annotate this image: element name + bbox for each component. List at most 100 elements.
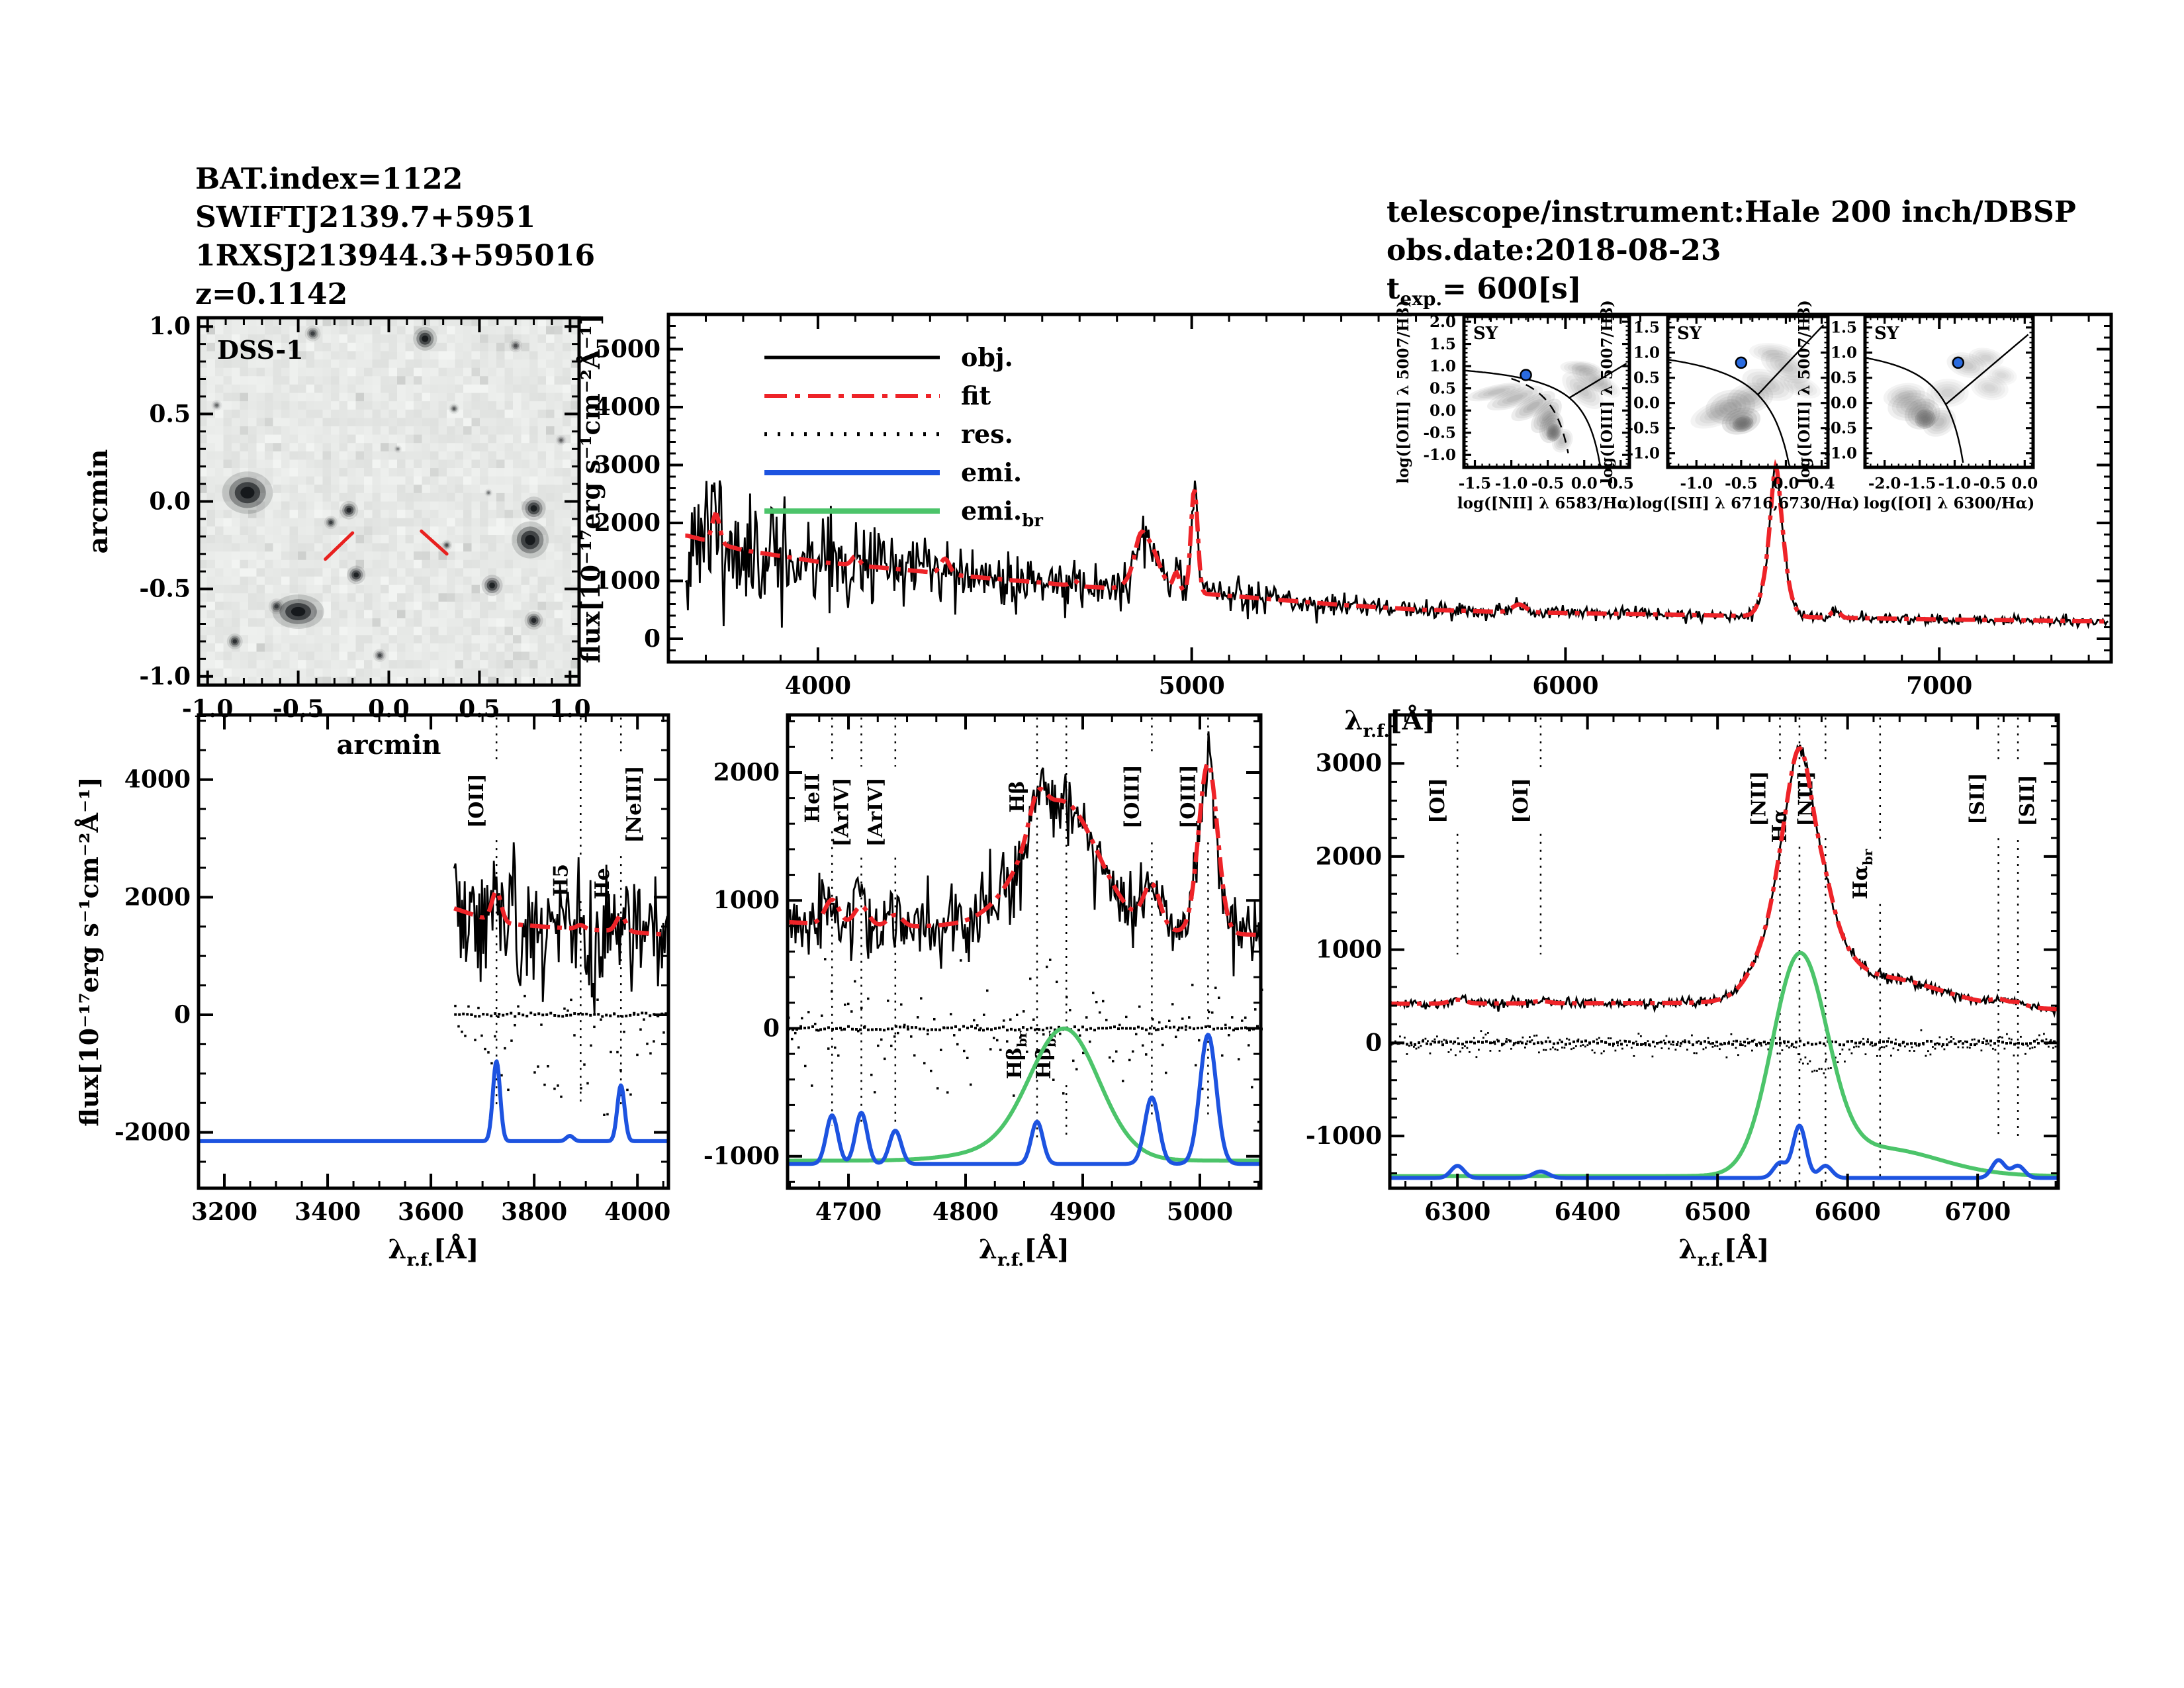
bpt-sii-inset: -1.0 -0.5 0.0 0.4 1.5 1.0 0.5 0.0 -0.5 -1.0 SY log(… [1598, 300, 1860, 512]
svg-text:2.0: 2.0 [1430, 313, 1456, 331]
rosat-name: 1RXSJ213944.3+595016 [195, 239, 596, 273]
bpt-nii-inset: -1.5 -1.0 -0.5 0.0 0.52.01.51.00.50.0-0.5-1.… [1394, 300, 1636, 512]
svg-text:-1000: -1000 [704, 1143, 780, 1170]
svg-text:obj.: obj. [961, 342, 1013, 372]
svg-text:0: 0 [1365, 1029, 1382, 1056]
svg-text:5000: 5000 [594, 336, 660, 363]
svg-text:0.0: 0.0 [2011, 475, 2038, 492]
svg-text:DSS-1: DSS-1 [217, 335, 304, 365]
svg-text:5000: 5000 [1159, 672, 1225, 700]
svg-text:1.0: 1.0 [1831, 344, 1857, 362]
svg-text:6400: 6400 [1555, 1198, 1621, 1226]
observation-info-block: telescope/instrument:Hale 200 inch/DBSP … [1387, 193, 2076, 310]
svg-text:0: 0 [174, 1001, 191, 1029]
svg-text:SY: SY [1473, 324, 1498, 344]
svg-text:Hβ: Hβ [1006, 781, 1029, 813]
svg-text:1.5: 1.5 [1430, 336, 1456, 353]
svg-text:0.5: 0.5 [149, 400, 191, 428]
svg-text:Hβbr: Hβbr [1032, 1031, 1059, 1079]
svg-text:-0.5: -0.5 [1974, 475, 2007, 492]
svg-text:1.0: 1.0 [1430, 357, 1456, 375]
svg-text:7000: 7000 [1906, 672, 1972, 700]
svg-text:log([OIII] λ 5007/Hβ): log([OIII] λ 5007/Hβ) [1796, 300, 1813, 484]
svg-text:3400: 3400 [295, 1198, 361, 1226]
svg-text:-0.5: -0.5 [1725, 475, 1758, 492]
obs-date: obs.date:2018-08-23 [1387, 234, 1721, 267]
svg-text:log([OIII] λ 5007/Hβ): log([OIII] λ 5007/Hβ) [1394, 300, 1412, 484]
svg-text:2000: 2000 [594, 509, 660, 537]
svg-text:-0.5: -0.5 [1531, 475, 1565, 492]
svg-text:0.5: 0.5 [459, 695, 500, 723]
svg-text:4000: 4000 [594, 393, 660, 421]
svg-text:2000: 2000 [713, 759, 780, 786]
svg-text:6000: 6000 [1532, 672, 1598, 700]
svg-text:[ArIV]: [ArIV] [864, 777, 887, 847]
svg-text:-2.0: -2.0 [1868, 475, 1901, 492]
svg-text:1.0: 1.0 [1633, 344, 1660, 362]
svg-text:0.4: 0.4 [1809, 475, 1835, 492]
svg-text:-1.5: -1.5 [1459, 475, 1492, 492]
svg-text:Hβbr: Hβbr [1003, 1031, 1030, 1079]
svg-text:λr.f.[Å]: λr.f.[Å] [979, 1234, 1069, 1270]
svg-text:4000: 4000 [785, 672, 851, 700]
svg-text:emi.: emi. [961, 457, 1022, 487]
svg-text:4800: 4800 [933, 1198, 999, 1226]
svg-text:arcmin: arcmin [337, 729, 441, 761]
svg-text:4700: 4700 [815, 1198, 882, 1226]
svg-text:log([OIII] λ 5007/Hβ): log([OIII] λ 5007/Hβ) [1598, 300, 1616, 484]
svg-text:log([SII] λ 6716,6730/Hα): log([SII] λ 6716,6730/Hα) [1636, 494, 1860, 512]
svg-text:flux[10⁻¹⁷erg s⁻¹cm⁻²Å⁻¹]: flux[10⁻¹⁷erg s⁻¹cm⁻²Å⁻¹] [74, 776, 104, 1126]
svg-text:1.5: 1.5 [1633, 319, 1660, 337]
svg-text:0.0: 0.0 [149, 488, 191, 516]
svg-text:emi.br: emi.br [961, 496, 1043, 531]
svg-text:0.0: 0.0 [1772, 475, 1799, 492]
svg-text:0.0: 0.0 [368, 695, 410, 723]
svg-text:-1.5: -1.5 [1903, 475, 1936, 492]
svg-text:2000: 2000 [1316, 843, 1382, 870]
svg-text:3000: 3000 [1316, 749, 1382, 777]
main-spectrum-panel: 4000 5000 6000 7000010002000300040005000flu… [576, 312, 2113, 741]
svg-text:-0.5: -0.5 [273, 695, 324, 723]
svg-text:6600: 6600 [1815, 1198, 1881, 1226]
svg-text:1.5: 1.5 [1831, 319, 1857, 337]
svg-text:[OI]: [OI] [1510, 778, 1533, 823]
svg-text:flux[10⁻¹⁷erg s⁻¹cm⁻²Å⁻¹]: flux[10⁻¹⁷erg s⁻¹cm⁻²Å⁻¹] [576, 313, 606, 663]
svg-text:0.5: 0.5 [1831, 369, 1857, 387]
svg-text:6700: 6700 [1944, 1198, 2011, 1226]
svg-text:[OII]: [OII] [465, 773, 488, 828]
svg-text:-1.0: -1.0 [1938, 475, 1972, 492]
svg-text:arcmin: arcmin [83, 449, 114, 554]
bat-index: BAT.index=1122 [195, 162, 463, 196]
svg-text:4000: 4000 [124, 766, 191, 794]
svg-text:0.0: 0.0 [1633, 395, 1660, 412]
svg-text:0.5: 0.5 [1633, 369, 1660, 387]
svg-text:res.: res. [961, 419, 1013, 449]
svg-text:-0.5: -0.5 [139, 575, 191, 603]
svg-text:[ArIV]: [ArIV] [830, 777, 853, 847]
svg-text:-2000: -2000 [114, 1119, 191, 1147]
svg-text:0.5: 0.5 [1608, 475, 1634, 492]
svg-text:3200: 3200 [191, 1198, 257, 1226]
halpha-region-zoom-panel: [OI] [OI] [NII]Hα [NII]Hαbr[SII] [SII]6300 64… [1306, 713, 2060, 1270]
svg-text:λr.f.[Å]: λr.f.[Å] [1678, 1234, 1769, 1270]
svg-text:log([NII] λ 6583/Hα): log([NII] λ 6583/Hα) [1457, 494, 1636, 512]
svg-text:0.0: 0.0 [1831, 395, 1857, 412]
svg-text:-0.5: -0.5 [1627, 420, 1660, 438]
target-info-block: BAT.index=1122 SWIFTJ2139.7+5951 1RXSJ21… [195, 160, 595, 314]
svg-text:-0.5: -0.5 [1824, 420, 1857, 438]
svg-text:1000: 1000 [594, 567, 660, 595]
svg-text:[NeIII]: [NeIII] [623, 766, 646, 843]
svg-text:0: 0 [763, 1014, 780, 1042]
svg-text:[OIII]: [OIII] [1177, 765, 1200, 829]
svg-text:3000: 3000 [594, 451, 660, 479]
svg-text:SY: SY [1874, 324, 1899, 344]
svg-text:-1.0: -1.0 [1495, 475, 1528, 492]
svg-text:[SII]: [SII] [2016, 774, 2039, 826]
svg-text:1.0: 1.0 [549, 695, 591, 723]
svg-text:SY: SY [1677, 324, 1702, 344]
svg-text:[OI]: [OI] [1426, 778, 1449, 823]
svg-text:-1.0: -1.0 [139, 663, 191, 690]
svg-text:Hαbr: Hαbr [1849, 849, 1876, 899]
